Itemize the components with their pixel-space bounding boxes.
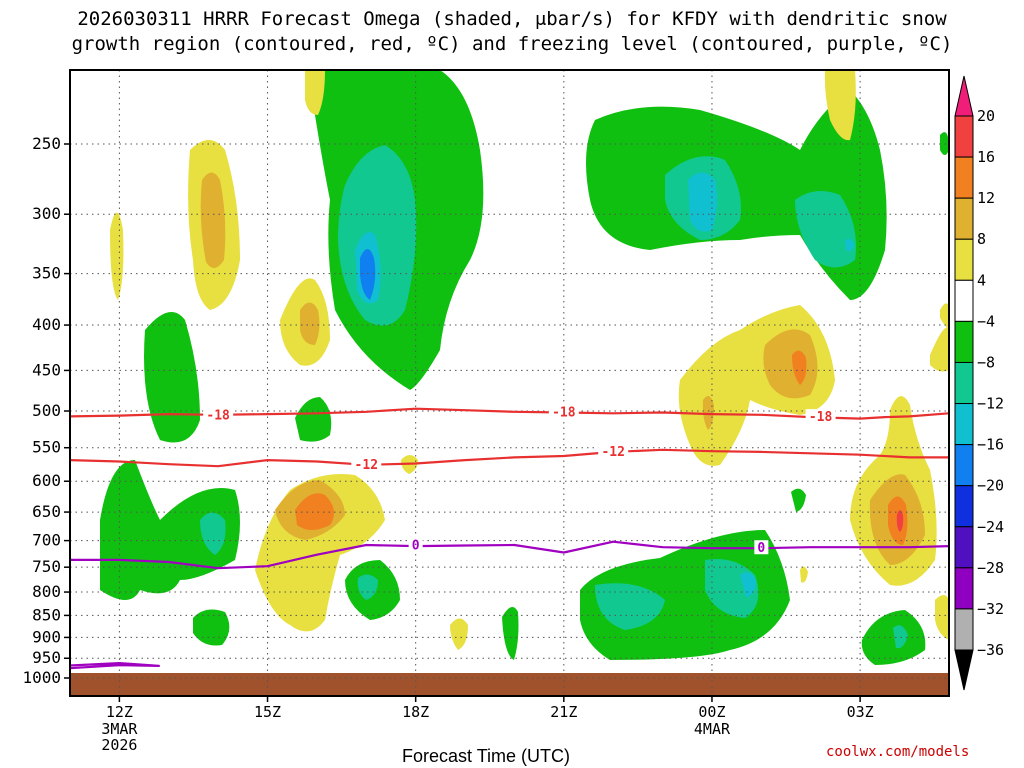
colorbar-label: −28 xyxy=(977,559,1004,577)
colorbar-segment xyxy=(954,115,974,158)
colorbar-segment xyxy=(954,608,974,651)
isotherm-label-bg xyxy=(351,456,382,471)
colorbar-segment xyxy=(954,361,974,405)
isotherm-label-bg xyxy=(548,404,579,419)
isotherm-label-bg xyxy=(203,407,234,422)
colorbar-label: −32 xyxy=(977,600,1004,618)
x-tick-label: 21Z xyxy=(550,703,577,721)
y-tick-label: 700 xyxy=(32,531,61,550)
x-tick-label: 12Z xyxy=(106,703,133,721)
gridlines xyxy=(70,70,949,696)
y-tick-label: 450 xyxy=(32,360,61,379)
colorbar-segment xyxy=(954,156,974,199)
isotherm-label: -12 xyxy=(355,458,378,473)
x-tick-label: 03Z xyxy=(847,703,874,721)
colorbar-label: −16 xyxy=(977,436,1004,454)
x-tick-label: 00Z xyxy=(698,703,725,721)
x-tick-sublabel: 3MAR xyxy=(101,720,138,738)
isotherm-label: -18 xyxy=(552,406,576,421)
isotherm-label: -18 xyxy=(809,410,833,425)
colorbar-label: −12 xyxy=(977,395,1004,413)
x-axis-label: Forecast Time (UTC) xyxy=(402,746,571,766)
y-tick-label: 1000 xyxy=(22,668,61,687)
y-tick-label: 300 xyxy=(32,204,61,223)
y-tick-label: 850 xyxy=(32,605,61,624)
y-tick-label: 650 xyxy=(32,502,61,521)
ground-surface xyxy=(70,673,949,696)
colorbar: 20 16 12 8 4 −4 −8 −12 −16 −20 −24 −28 −32 −36 xyxy=(954,75,1004,691)
y-axis: 250 300 350 400 450 500 550 600 650 700 750 800 850 9… xyxy=(22,134,70,687)
y-tick-label: 500 xyxy=(32,401,61,420)
credit-link[interactable]: coolwx.com/models xyxy=(826,744,970,760)
isotherm-label-bg xyxy=(598,443,629,458)
isotherm-label: 0 xyxy=(412,539,420,554)
chart-title-line1: 2026030311 HRRR Forecast Omega (shaded, … xyxy=(77,8,947,30)
y-tick-label: 350 xyxy=(32,264,61,283)
isotherm-label-bg xyxy=(408,537,423,552)
plot-frame xyxy=(69,69,950,697)
colorbar-label: −4 xyxy=(977,312,995,330)
colorbar-label: −36 xyxy=(977,641,1004,659)
colorbar-segment xyxy=(954,238,974,281)
colorbar-segment xyxy=(954,567,974,610)
isotherm-label: 0 xyxy=(757,541,765,556)
colorbar-label: 16 xyxy=(977,148,995,166)
y-tick-label: 900 xyxy=(32,627,61,646)
colorbar-label: 20 xyxy=(977,107,995,125)
x-tick-sublabel: 4MAR xyxy=(694,720,731,738)
isotherm-labels: -18 -18 -18 -12 -12 0 0 xyxy=(203,404,836,556)
isotherm-label-bg xyxy=(805,409,836,424)
colorbar-bottom-arrow xyxy=(954,649,974,691)
isotherm-label-bg xyxy=(754,540,769,555)
x-tick-label: 15Z xyxy=(254,703,281,721)
isotherm-label: -12 xyxy=(601,445,624,460)
isotherm-line xyxy=(70,540,949,570)
x-tick-label: 18Z xyxy=(402,703,429,721)
colorbar-label: −8 xyxy=(977,353,995,371)
y-tick-label: 950 xyxy=(32,648,61,667)
colorbar-segment xyxy=(954,279,974,322)
colorbar-segment xyxy=(954,197,974,240)
colorbar-segment xyxy=(954,403,974,446)
isotherm-line xyxy=(70,448,949,468)
colorbar-label: 8 xyxy=(977,230,986,248)
colorbar-label: 4 xyxy=(977,271,986,289)
colorbar-segment xyxy=(954,485,974,528)
y-tick-label: 750 xyxy=(32,557,61,576)
colorbar-segment xyxy=(954,526,974,569)
x-tick-sublabel: 2026 xyxy=(101,736,137,754)
colorbar-label: −20 xyxy=(977,477,1004,495)
y-tick-label: 250 xyxy=(32,134,61,153)
omega-shading xyxy=(100,70,949,665)
omega-region-lower-left xyxy=(100,460,240,600)
isotherm-label: -18 xyxy=(206,409,230,424)
y-tick-label: 550 xyxy=(32,438,61,457)
y-tick-label: 400 xyxy=(32,315,61,334)
isotherm-line xyxy=(70,661,160,670)
omega-region-left-mid xyxy=(144,312,200,443)
chart-title-line2: growth region (contoured, red, ºC) and f… xyxy=(71,33,953,55)
colorbar-label: 12 xyxy=(977,189,995,207)
y-tick-label: 600 xyxy=(32,471,61,490)
y-tick-label: 800 xyxy=(32,582,61,601)
colorbar-label: −24 xyxy=(977,518,1004,536)
colorbar-segment xyxy=(954,320,974,363)
colorbar-segment xyxy=(954,444,974,487)
colorbar-top-arrow xyxy=(954,75,974,117)
